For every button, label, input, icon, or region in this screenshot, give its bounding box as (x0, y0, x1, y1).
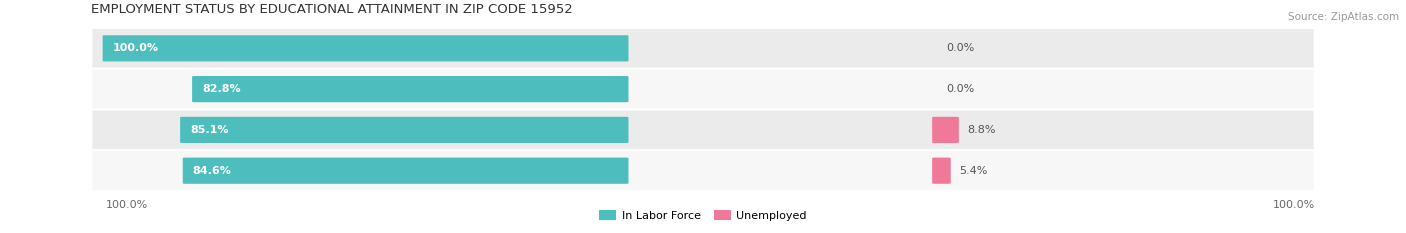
Text: 0.0%: 0.0% (946, 84, 974, 94)
Text: 85.1%: 85.1% (190, 125, 229, 135)
Text: Less than High School: Less than High School (718, 43, 842, 53)
Text: 82.8%: 82.8% (202, 84, 240, 94)
Text: 0.0%: 0.0% (946, 43, 974, 53)
Text: 5.4%: 5.4% (959, 166, 987, 176)
Text: 84.6%: 84.6% (193, 166, 232, 176)
Legend: In Labor Force, Unemployed: In Labor Force, Unemployed (595, 206, 811, 225)
Text: 100.0%: 100.0% (1272, 200, 1315, 210)
Text: High School Diploma: High School Diploma (723, 84, 838, 94)
Text: 100.0%: 100.0% (105, 200, 148, 210)
Text: College / Associate Degree: College / Associate Degree (706, 125, 855, 135)
Text: Source: ZipAtlas.com: Source: ZipAtlas.com (1288, 12, 1399, 22)
Text: 100.0%: 100.0% (112, 43, 159, 53)
Text: 8.8%: 8.8% (967, 125, 995, 135)
Text: EMPLOYMENT STATUS BY EDUCATIONAL ATTAINMENT IN ZIP CODE 15952: EMPLOYMENT STATUS BY EDUCATIONAL ATTAINM… (91, 3, 574, 16)
Text: Bachelor's Degree or higher: Bachelor's Degree or higher (702, 166, 859, 176)
